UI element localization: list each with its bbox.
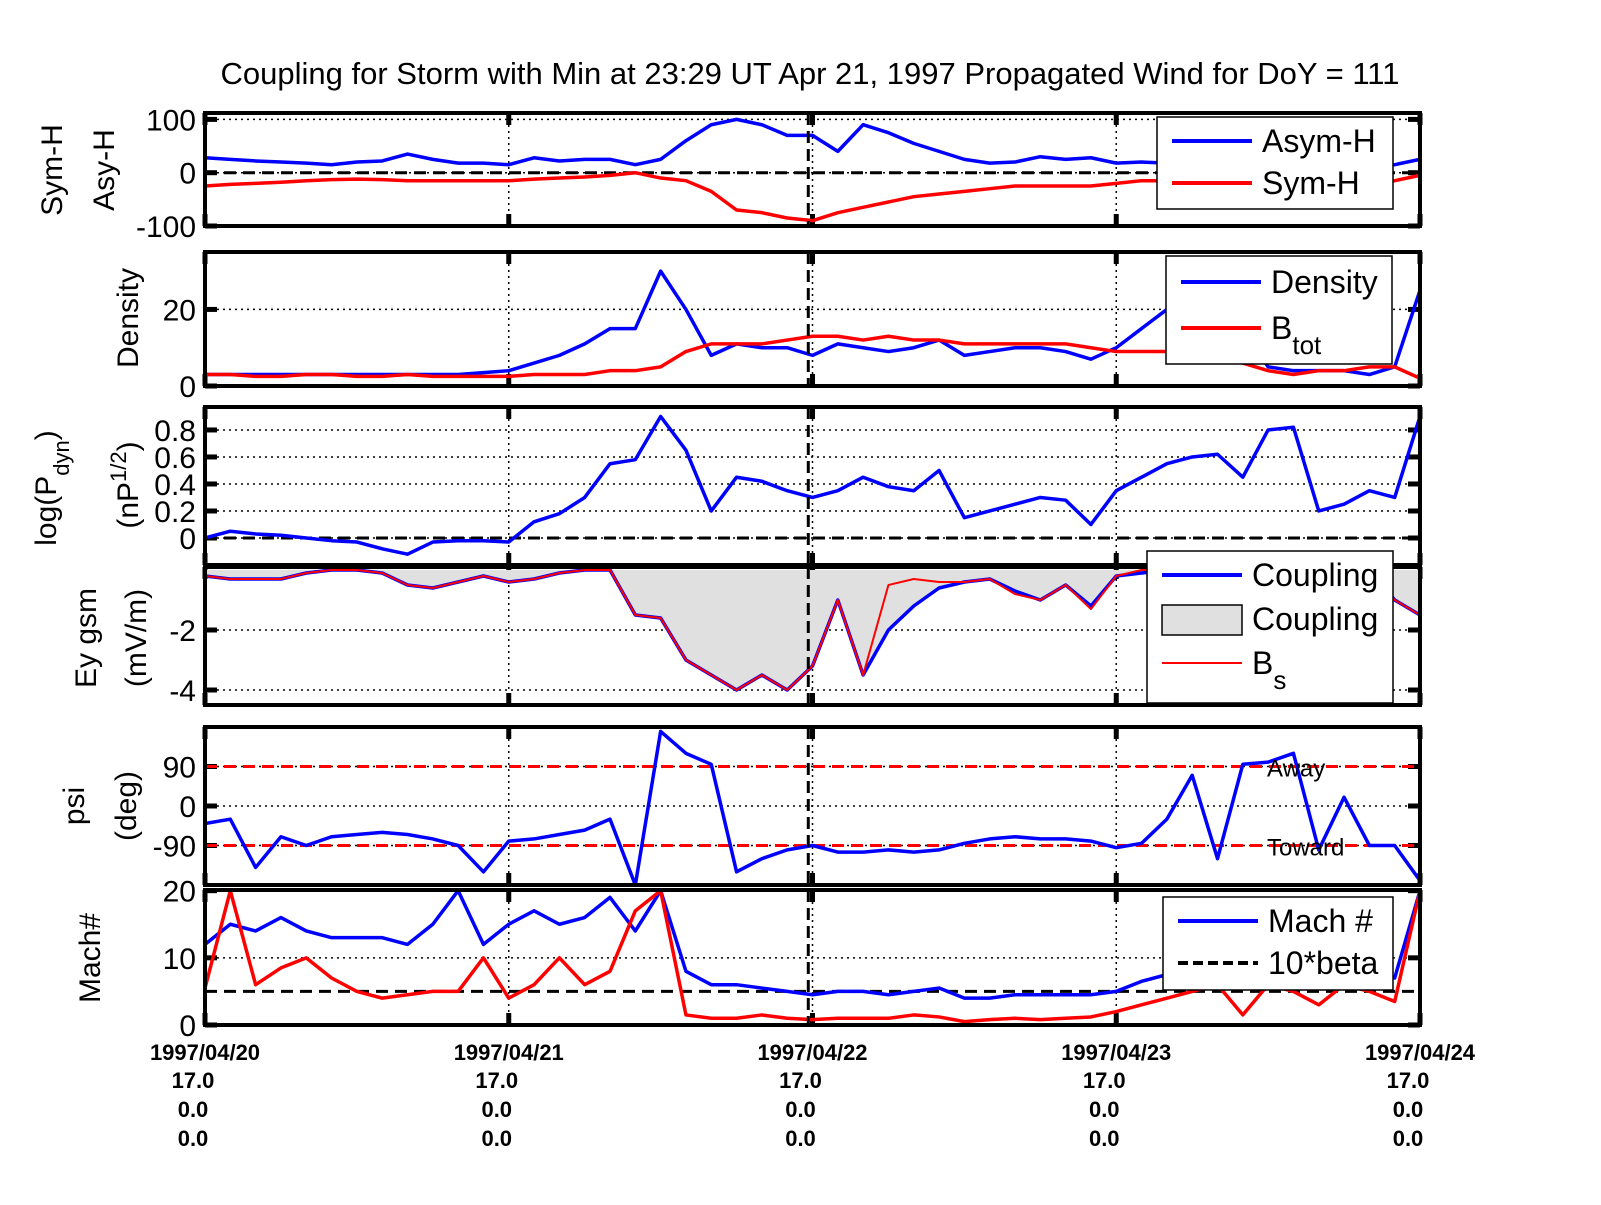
legend-label-text: Density bbox=[1271, 264, 1378, 300]
x-tick-row-label: 0.0 bbox=[1089, 1097, 1120, 1122]
y-axis-label: Asy-H bbox=[88, 129, 121, 211]
y-axis-label: Mach# bbox=[74, 913, 107, 1003]
legend-label: Coupling bbox=[1252, 601, 1378, 637]
x-tick-label-group: 1997/04/23 17.0 0.0 0.0 bbox=[1061, 1040, 1171, 1151]
legend-label-text: 10*beta bbox=[1268, 945, 1379, 981]
legend-label: Sym-H bbox=[1262, 165, 1360, 201]
x-tick-label-group: 1997/04/22 17.0 0.0 0.0 bbox=[757, 1040, 867, 1151]
x-tick-row-label: 0.0 bbox=[785, 1126, 816, 1151]
x-tick-row-label: 0.0 bbox=[481, 1126, 512, 1151]
y-tick-label: 0 bbox=[179, 791, 196, 824]
annotation-label: Toward bbox=[1267, 835, 1344, 862]
y-axis-label-part: (deg) bbox=[110, 771, 143, 841]
legend-label-text: Coupling bbox=[1252, 557, 1378, 593]
x-tick-date-label: 1997/04/24 bbox=[1365, 1040, 1476, 1065]
y-tick-label: 20 bbox=[163, 294, 196, 327]
x-tick-row-label: 0.0 bbox=[1089, 1126, 1120, 1151]
legend-label-text: Mach # bbox=[1268, 903, 1373, 939]
x-tick-label-group: 1997/04/20 17.0 0.0 0.0 bbox=[150, 1040, 260, 1151]
y-axis-label: (nP1/2) bbox=[106, 441, 146, 528]
y-tick-label: -90 bbox=[153, 831, 196, 864]
legend-label-subscript: s bbox=[1273, 665, 1286, 695]
x-tick-date-label: 1997/04/22 bbox=[757, 1040, 867, 1065]
y-tick-label: 0 bbox=[179, 1010, 196, 1043]
legend-label-text: B bbox=[1252, 645, 1273, 681]
y-axis-label-part: Asy-H bbox=[88, 129, 121, 211]
legend-label-subscript: tot bbox=[1292, 330, 1322, 360]
legend-label: Mach # bbox=[1268, 903, 1373, 939]
legend-swatch-patch bbox=[1162, 605, 1242, 635]
y-axis-label: log(Pdyn) bbox=[30, 430, 74, 546]
annotation-label: Away bbox=[1267, 756, 1325, 783]
y-tick-label: 0 bbox=[179, 371, 196, 404]
y-axis-label-part: Sym-H bbox=[36, 124, 69, 216]
y-axis-label-part: psi bbox=[58, 787, 91, 825]
y-tick-label: 0 bbox=[179, 523, 196, 556]
y-axis-label: (mV/m) bbox=[120, 589, 153, 687]
y-tick-label: -100 bbox=[136, 211, 196, 244]
legend-label: Density bbox=[1271, 264, 1378, 300]
y-axis-label-part: (mV/m) bbox=[120, 589, 153, 687]
y-axis-label-part: log(P bbox=[30, 476, 63, 546]
legend-label-text: Coupling bbox=[1252, 601, 1378, 637]
y-tick-label: 10 bbox=[163, 943, 196, 976]
x-tick-date-label: 1997/04/20 bbox=[150, 1040, 260, 1065]
y-tick-label: -4 bbox=[169, 675, 196, 708]
legend-label: 10*beta bbox=[1268, 945, 1379, 981]
legend-label: Asym-H bbox=[1262, 123, 1376, 159]
panel-data bbox=[205, 731, 1420, 885]
series-line-unnamed-0 bbox=[205, 731, 1420, 885]
x-tick-date-label: 1997/04/21 bbox=[454, 1040, 564, 1065]
chart-title: Coupling for Storm with Min at 23:29 UT … bbox=[221, 56, 1400, 91]
x-tick-row-label: 0.0 bbox=[178, 1126, 209, 1151]
y-axis-label: Sym-H bbox=[36, 124, 69, 216]
panel-symh: 100 0 -100 Sym-H Asy-H Asym-H Sym-H bbox=[36, 104, 1420, 244]
x-tick-row-label: 17.0 bbox=[172, 1068, 215, 1093]
y-axis-label-part: ) bbox=[30, 430, 63, 440]
x-tick-row-label: 17.0 bbox=[1387, 1068, 1430, 1093]
x-tick-row-label: 0.0 bbox=[178, 1097, 209, 1122]
panel-density: 20 0 Density Density Btot bbox=[112, 252, 1420, 404]
legend-ey: Coupling Coupling Bs bbox=[1147, 551, 1393, 703]
y-tick-label: 20 bbox=[163, 876, 196, 909]
legend-label-text: B bbox=[1271, 310, 1292, 346]
x-tick-row-label: 0.0 bbox=[1393, 1126, 1424, 1151]
y-axis-label: (deg) bbox=[110, 771, 143, 841]
x-tick-row-label: 0.0 bbox=[785, 1097, 816, 1122]
y-axis-label: psi bbox=[58, 787, 91, 825]
x-tick-row-label: 0.0 bbox=[1393, 1097, 1424, 1122]
panel-ey: -2 -4 Ey gsm (mV/m) Coupling Coupling Bs bbox=[70, 551, 1420, 708]
legend-symh: Asym-H Sym-H bbox=[1157, 117, 1393, 209]
x-tick-row-label: 17.0 bbox=[779, 1068, 822, 1093]
x-tick-row-label: 17.0 bbox=[475, 1068, 518, 1093]
legend-label: Coupling bbox=[1252, 557, 1378, 593]
panel-psi: 90 0 -90 Away Toward psi (deg) bbox=[58, 727, 1420, 885]
y-axis-label-part: ) bbox=[112, 441, 145, 451]
y-axis-label-part: 1/2 bbox=[106, 451, 131, 482]
y-tick-label: -2 bbox=[169, 615, 196, 648]
x-tick-label-group: 1997/04/21 17.0 0.0 0.0 bbox=[454, 1040, 564, 1151]
y-axis-label-part: dyn bbox=[49, 440, 74, 475]
legend-density: Density Btot bbox=[1166, 256, 1392, 364]
legend-label-text: Sym-H bbox=[1262, 165, 1360, 201]
x-tick-row-label: 17.0 bbox=[1083, 1068, 1126, 1093]
panel-mach: 20 10 0 Mach# Mach # 10*beta bbox=[74, 876, 1420, 1043]
y-axis-label: Ey gsm bbox=[70, 588, 103, 688]
y-tick-label: 90 bbox=[163, 752, 196, 785]
y-axis-label-part: Density bbox=[112, 268, 145, 368]
x-tick-row-label: 0.0 bbox=[481, 1097, 512, 1122]
y-axis-label-part: Ey gsm bbox=[70, 588, 103, 688]
y-axis-label: Density bbox=[112, 268, 145, 368]
legend-mach: Mach # 10*beta bbox=[1163, 897, 1393, 990]
x-tick-date-label: 1997/04/23 bbox=[1061, 1040, 1171, 1065]
y-tick-label: 0 bbox=[179, 158, 196, 191]
y-tick-label: 100 bbox=[146, 104, 196, 137]
x-tick-label-group: 1997/04/24 17.0 0.0 0.0 bbox=[1365, 1040, 1476, 1151]
y-axis-label-part: (nP bbox=[112, 482, 145, 529]
legend-label-text: Asym-H bbox=[1262, 123, 1376, 159]
y-axis-label-part: Mach# bbox=[74, 913, 107, 1003]
